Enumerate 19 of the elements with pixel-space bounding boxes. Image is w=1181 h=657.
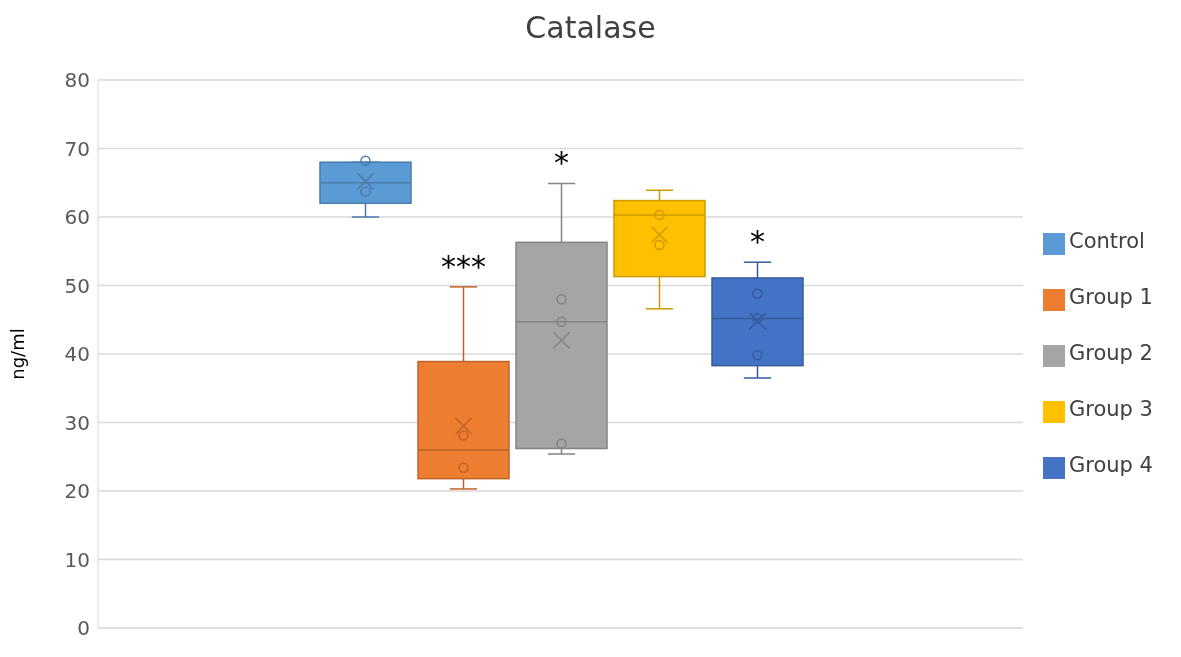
legend-label: Group 4	[1069, 453, 1153, 477]
y-tick-label: 50	[64, 273, 90, 298]
legend-label: Group 2	[1069, 341, 1153, 365]
y-tick-label: 10	[64, 547, 90, 572]
legend-label: Group 3	[1069, 397, 1153, 421]
y-tick-label: 80	[64, 68, 90, 93]
y-tick-label: 30	[64, 410, 90, 435]
y-axis-title: ng/ml	[7, 328, 29, 380]
y-tick-label: 40	[64, 342, 90, 367]
text: ***	[441, 248, 486, 284]
text: *	[750, 224, 765, 260]
y-tick-label: 70	[64, 136, 90, 161]
text: *	[554, 145, 569, 181]
y-tick-label: 20	[64, 479, 90, 504]
legend-label: Group 1	[1069, 285, 1153, 309]
y-tick-label: 60	[64, 205, 90, 230]
legend-label: Control	[1069, 229, 1145, 253]
y-tick-label: 0	[77, 616, 90, 641]
chart-title: Catalase	[524, 9, 657, 47]
